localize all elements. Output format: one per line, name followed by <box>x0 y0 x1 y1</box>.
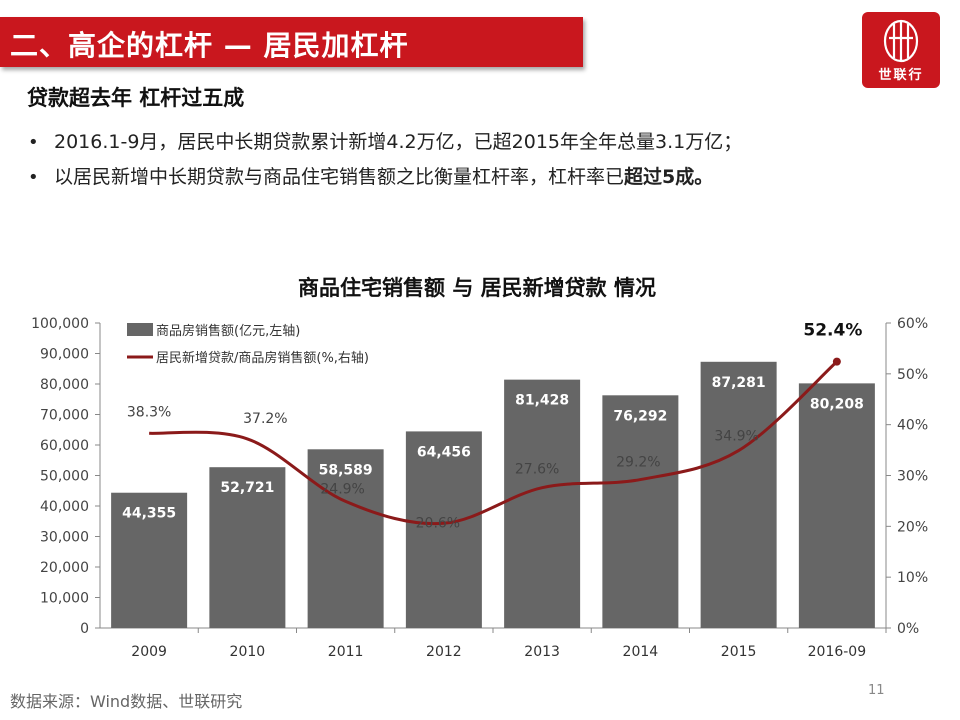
bar-sales <box>209 467 286 628</box>
bar-sales <box>798 383 875 628</box>
bar-sales <box>307 449 384 628</box>
bar-data-label: 52,721 <box>220 480 274 496</box>
x-axis-tick-label: 2009 <box>131 644 167 660</box>
left-axis-tick-label: 10,000 <box>40 591 89 607</box>
left-axis-tick-label: 80,000 <box>40 377 89 393</box>
line-data-label: 37.2% <box>243 411 287 427</box>
bullet-marker: • <box>28 132 39 153</box>
x-axis-tick-label: 2012 <box>426 644 462 660</box>
page-number: 11 <box>868 683 885 698</box>
x-axis-tick-label: 2015 <box>721 644 757 660</box>
line-data-label: 38.3% <box>127 404 171 420</box>
data-source-note: 数据来源：Wind数据、世联研究 <box>10 692 243 711</box>
bar-data-label: 64,456 <box>417 444 471 460</box>
x-axis-tick-label: 2013 <box>524 644 560 660</box>
bar-data-label: 76,292 <box>613 408 667 424</box>
bar-data-label: 44,355 <box>122 506 176 522</box>
line-data-label: 52.4% <box>803 321 862 341</box>
left-axis-tick-label: 100,000 <box>31 316 89 332</box>
bar-data-label: 87,281 <box>712 375 766 391</box>
left-axis-tick-label: 30,000 <box>40 530 89 546</box>
page-title: 二、高企的杠杆 — 居民加杠杆 <box>10 29 409 62</box>
right-axis-tick-label: 20% <box>897 519 928 535</box>
bar-data-label: 81,428 <box>515 393 569 409</box>
line-data-label: 20.6% <box>416 515 460 531</box>
line-data-label: 34.9% <box>714 429 758 445</box>
left-axis-tick-label: 90,000 <box>40 347 89 363</box>
left-axis-tick-label: 40,000 <box>40 499 89 515</box>
x-axis-tick-label: 2016-09 <box>808 644 867 660</box>
line-data-label: 29.2% <box>616 455 660 471</box>
right-axis-tick-label: 60% <box>897 316 928 332</box>
left-axis-tick-label: 20,000 <box>40 560 89 576</box>
company-logo: 世联行 <box>862 12 940 88</box>
logo-text: 世联行 <box>878 68 924 83</box>
bar-sales <box>405 431 482 628</box>
bar-data-label: 80,208 <box>810 396 864 412</box>
bullet-text: 以居民新增中长期贷款与商品住宅销售额之比衡量杠杆率，杠杆率已 <box>54 166 625 188</box>
bar-data-label: 58,589 <box>319 462 373 478</box>
bullet-item: • 以居民新增中长期贷款与商品住宅销售额之比衡量杠杆率，杠杆率已超过5成。 <box>24 165 742 200</box>
section-subheading: 贷款超去年 杠杆过五成 <box>27 86 245 110</box>
bar-sales <box>504 379 581 628</box>
left-axis-tick-label: 70,000 <box>40 408 89 424</box>
right-axis-tick-label: 30% <box>897 469 928 485</box>
right-axis-tick-label: 0% <box>897 621 919 637</box>
legend-line-label: 居民新增贷款/商品房销售额(%,右轴) <box>156 350 369 366</box>
x-axis-tick-label: 2010 <box>230 644 266 660</box>
bullet-text: 2016.1-9月，居民中长期贷款累计新增4.2万亿，已超2015年全年总量3.… <box>54 131 743 153</box>
legend-bar-swatch <box>127 323 153 336</box>
chart-title: 商品住宅销售额 与 居民新增贷款 情况 <box>298 276 656 300</box>
sales-loan-chart: 商品住宅销售额 与 居民新增贷款 情况 0 10,000 20,000 30,000 40… <box>31 276 928 660</box>
line-data-label: 24.9% <box>320 481 364 497</box>
line-data-label: 27.6% <box>515 462 559 478</box>
bar-sales <box>700 361 777 628</box>
x-axis-tick-label: 2014 <box>623 644 659 660</box>
right-axis-tick-label: 40% <box>897 418 928 434</box>
bar-sales <box>602 395 679 628</box>
bar-sales <box>111 492 188 628</box>
bullet-list: • 2016.1-9月，居民中长期贷款累计新增4.2万亿，已超2015年全年总量… <box>24 130 742 200</box>
line-leverage-ratio <box>149 360 838 526</box>
left-axis-tick-label: 60,000 <box>40 438 89 454</box>
x-axis-tick-label: 2011 <box>328 644 364 660</box>
bullet-marker: • <box>28 167 39 188</box>
line-point-marker <box>832 357 841 366</box>
bullet-bold-text: 超过5成。 <box>624 166 714 188</box>
right-axis-tick-label: 50% <box>897 367 928 383</box>
bullet-item: • 2016.1-9月，居民中长期贷款累计新增4.2万亿，已超2015年全年总量… <box>24 130 742 165</box>
legend-bar-label: 商品房销售额(亿元,左轴) <box>156 323 300 339</box>
logo-emblem-icon <box>883 19 919 63</box>
right-axis-tick-label: 10% <box>897 570 928 586</box>
left-axis-tick-label: 50,000 <box>40 469 89 485</box>
title-banner: 二、高企的杠杆 — 居民加杠杆 <box>0 17 583 67</box>
left-axis-tick-label: 0 <box>80 621 89 637</box>
